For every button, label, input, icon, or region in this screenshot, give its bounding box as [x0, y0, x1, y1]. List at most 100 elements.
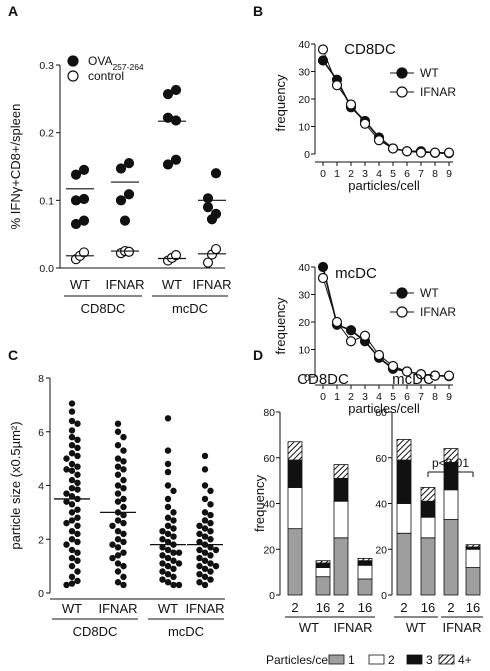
panel-c-group-label: CD8DC	[73, 624, 118, 639]
panel-d-group-label: IFNAR	[334, 620, 373, 635]
panel-c-point	[159, 568, 166, 575]
panel-c-point	[109, 522, 116, 530]
panel-d-category-label: 2	[447, 600, 454, 615]
panel-c-point	[109, 541, 116, 548]
legend-ova-marker	[67, 55, 79, 67]
ova-point	[202, 202, 214, 213]
panel-c-point	[120, 530, 127, 538]
panel-d-bar-segment	[443, 489, 459, 520]
panel-c-point	[170, 525, 177, 532]
panel-c-point	[74, 530, 81, 538]
panel-d-1-y-tick-label: 80	[375, 407, 387, 419]
panel-c-point	[120, 466, 127, 473]
panel-label-c: C	[8, 347, 18, 363]
panel-c-point	[120, 519, 127, 527]
panel-c-group-label: mcDC	[168, 624, 204, 639]
panel-d-bar-segment	[333, 464, 349, 479]
panel-c-point	[74, 538, 81, 546]
panel-c-point	[68, 546, 76, 554]
panel-d-bar-segment	[420, 537, 436, 596]
panel-d-category-label: 2	[291, 600, 298, 615]
panel-c-point	[170, 581, 177, 589]
panel-b-point	[373, 135, 385, 146]
panel-c-point	[120, 549, 127, 556]
panel-b-point	[429, 147, 441, 158]
ova-point	[115, 195, 127, 206]
panel-a-category-label: IFNAR	[193, 277, 232, 292]
ova-point	[123, 158, 135, 169]
panel-c-point	[196, 538, 203, 546]
panel-b-x-tick-label: 9	[446, 391, 452, 403]
panel-c-point	[207, 536, 214, 543]
panel-c-point	[74, 452, 81, 460]
panel-c-point	[175, 581, 183, 589]
panel-c-y-tick-label: 0	[38, 588, 44, 600]
panel-b-x-label: particles/cell	[348, 401, 420, 416]
panel-d-bar-segment	[333, 500, 349, 539]
panel-b-x-tick-label: 3	[362, 168, 368, 180]
panel-c-point	[63, 581, 70, 589]
panel-c-point	[201, 525, 209, 532]
panel-c-point	[114, 490, 122, 497]
panel-c-y-label: particle size (x0.5µm²)	[8, 421, 23, 549]
panel-c-point	[68, 460, 76, 468]
panel-c-point	[207, 501, 214, 508]
panel-c-point	[74, 568, 81, 575]
control-point	[202, 257, 214, 268]
panel-c-point	[164, 447, 172, 454]
panel-d-category-label: 16	[316, 600, 330, 615]
panel-d-bar-segment	[396, 439, 412, 461]
panel-c-point	[63, 519, 70, 527]
control-point	[210, 243, 222, 255]
panel-c-point	[164, 468, 172, 476]
panel-c-point	[120, 581, 127, 589]
panel-c-point	[109, 554, 116, 562]
panel-d-bar-segment	[287, 487, 303, 530]
panel-d-title: mcDC	[392, 371, 434, 388]
panel-c-point	[164, 503, 172, 511]
panel-b-1-y-tick-label: 20	[298, 317, 310, 329]
panel-d-bar-segment	[396, 503, 412, 534]
panel-c-point	[120, 433, 127, 441]
panel-c-point	[201, 517, 209, 524]
panel-b-point	[443, 147, 455, 158]
panel-c-category-label: IFNAR	[99, 601, 138, 616]
panel-b-point	[345, 325, 357, 336]
panel-d-category-label: 2	[337, 600, 344, 615]
panel-b-1-y-tick-label: 30	[298, 290, 310, 302]
panel-c-point	[63, 466, 70, 473]
panel-c-point	[74, 463, 81, 470]
panel-c-point	[159, 536, 166, 543]
panel-a-y-tick-label: 0.2	[39, 128, 54, 140]
panel-c-point	[201, 466, 209, 473]
panel-c-point	[175, 549, 183, 556]
panel-c-point	[120, 562, 127, 570]
panel-b-legend-label: IFNAR	[420, 305, 456, 319]
panel-c-point	[201, 533, 209, 540]
panel-c-point	[164, 562, 172, 570]
panel-d-1-y-tick-label: 0	[381, 590, 387, 602]
panel-d-legend-label: 3	[426, 653, 433, 667]
panel-b-1-y-tick-label: 0	[304, 372, 310, 384]
panel-d-bar-segment	[287, 441, 303, 461]
panel-d-bar-segment	[315, 560, 331, 564]
panel-d-category-label: 16	[421, 600, 435, 615]
panel-c-point	[120, 458, 127, 465]
panel-b-legend-marker	[396, 287, 408, 299]
panel-c-point	[207, 527, 214, 535]
panel-c-point	[207, 576, 214, 583]
panel-b-series-line	[322, 277, 449, 377]
panel-d-title: CD8DC	[297, 371, 349, 388]
panel-b-point	[401, 146, 413, 157]
panel-d-0-y-tick-label: 80	[263, 407, 275, 419]
ova-point	[162, 159, 174, 170]
panel-c-point	[114, 527, 122, 535]
panel-c-point	[63, 498, 70, 505]
panel-c-point	[68, 467, 76, 474]
panel-b-y-label: frequency	[273, 74, 288, 132]
panel-a-category-label: IFNAR	[106, 277, 145, 292]
panel-d-bar-segment	[357, 564, 373, 580]
panel-c-point	[164, 570, 172, 578]
panel-c-point	[164, 579, 172, 586]
panel-d-bar-segment	[465, 544, 481, 548]
